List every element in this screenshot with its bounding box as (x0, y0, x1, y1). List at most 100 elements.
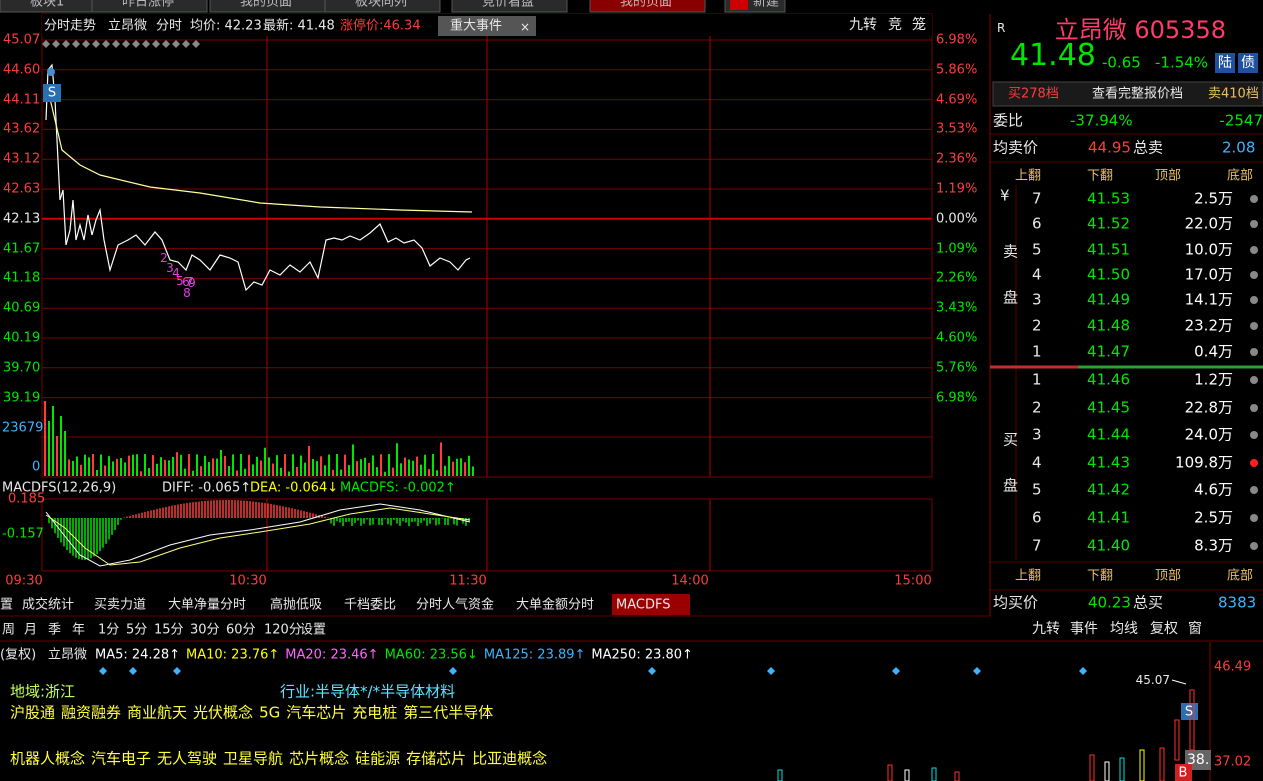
period-button[interactable]: 设置 (300, 622, 327, 638)
chart-button[interactable]: 九转 (849, 17, 877, 33)
event-diamond (767, 667, 775, 675)
level-volume: 24.0万 (1184, 425, 1233, 444)
period-button[interactable]: 60分 (226, 622, 256, 638)
event-diamond (192, 40, 200, 48)
level-dot (1250, 459, 1258, 467)
avg-sell: 44.95 (1088, 138, 1131, 157)
tab-label[interactable]: 昨日涨停 (122, 0, 175, 10)
indicator-tab[interactable]: MACDFS (616, 597, 671, 613)
time-label: 11:30 (449, 573, 487, 589)
chart-button[interactable]: 笼 (912, 17, 926, 33)
nav-button[interactable]: 下翻 (1086, 168, 1114, 184)
tab-label[interactable]: 竞价看盘 (482, 0, 535, 10)
dea-line (45, 507, 471, 566)
ma-label: MA60: 23.56↓ (384, 647, 478, 663)
avg-price: 均价: 42.23 (190, 18, 262, 34)
concept-tag: 比亚迪概念 (472, 749, 548, 768)
tab-label[interactable]: 板块同列 (355, 0, 408, 10)
period-button[interactable]: 120分 (264, 622, 302, 638)
nav-button[interactable]: 底部 (1226, 568, 1254, 584)
period-button[interactable]: 30分 (190, 622, 220, 638)
event-diamond (973, 667, 981, 675)
level-price: 41.53 (1087, 189, 1130, 208)
level-dot (1250, 542, 1258, 550)
tab (91, 0, 208, 13)
level-volume: 0.4万 (1194, 342, 1233, 361)
concept-tag: 光伏概念 (193, 703, 254, 722)
level-volume: 23.2万 (1184, 316, 1233, 335)
indicator-tab[interactable]: 成交统计 (22, 597, 75, 613)
tab-label[interactable]: 我的页面 (620, 0, 673, 10)
nav-button[interactable]: 上翻 (1014, 168, 1042, 184)
time-label: 15:00 (894, 573, 932, 589)
tool-button[interactable]: 复权 (1150, 621, 1178, 637)
indicator-tab[interactable]: 大单净量分时 (168, 597, 247, 613)
event-diamond (92, 40, 100, 48)
level-price: 41.48 (1087, 316, 1130, 335)
indicator-tab[interactable]: 大单金额分时 (516, 597, 595, 613)
nav-button[interactable]: 上翻 (1014, 568, 1042, 584)
nav-button[interactable]: 顶部 (1154, 168, 1182, 184)
indicator-tab[interactable]: 置 (0, 597, 14, 613)
price-axis-label: 40.69 (3, 300, 41, 316)
nav-button[interactable]: 下翻 (1086, 568, 1114, 584)
full-quote[interactable]: 查看完整报价档 (1092, 86, 1184, 102)
sell-levels[interactable]: 卖410档 (1208, 86, 1259, 102)
indicator-tab[interactable]: 买卖力道 (94, 597, 147, 613)
side-label: 买 (1003, 430, 1019, 449)
tab (589, 0, 706, 13)
concept-tag: 硅能源 (355, 749, 401, 768)
period-button[interactable]: 年 (72, 622, 86, 638)
period-button[interactable]: 5分 (126, 622, 148, 638)
indicator-tab[interactable]: 分时人气资金 (416, 597, 495, 613)
macd-axis-label: -0.157 (2, 526, 44, 542)
level-dot (1250, 514, 1258, 522)
event-tab[interactable]: 重大事件 (450, 18, 503, 34)
price-axis-label: 44.11 (3, 92, 41, 108)
event-diamond (102, 40, 110, 48)
tool-button[interactable]: 窗 (1188, 621, 1202, 637)
tab-label[interactable]: 新建 (753, 0, 780, 10)
time-label: 10:30 (229, 573, 267, 589)
tool-button[interactable]: 事件 (1070, 621, 1098, 637)
event-diamond (72, 40, 80, 48)
tool-button[interactable]: 九转 (1032, 621, 1060, 637)
td-mark: 9 (188, 276, 196, 290)
period-button[interactable]: 季 (48, 622, 62, 638)
candle (954, 771, 960, 781)
price-axis-label: 40.19 (3, 330, 41, 346)
level: 1 (1032, 370, 1042, 389)
volume-axis-label: 0 (32, 459, 41, 475)
level-dot (1250, 376, 1258, 384)
level-volume: 2.5万 (1194, 189, 1233, 208)
price-axis-label: 39.19 (3, 390, 41, 406)
td-mark: 8 (183, 286, 191, 300)
level-price: 41.51 (1087, 240, 1130, 259)
event-diamond (648, 667, 656, 675)
event-diamond (52, 40, 60, 48)
macd-value: MACDFS: -0.002↑ (340, 480, 456, 496)
nav-button[interactable]: 顶部 (1154, 568, 1182, 584)
tab-label[interactable]: 板块1 (30, 0, 65, 10)
nav-button[interactable]: 底部 (1226, 168, 1254, 184)
candle (1159, 747, 1165, 781)
buy-levels[interactable]: 买278档 (1008, 86, 1059, 102)
period-button[interactable]: 月 (24, 622, 38, 638)
tab-label[interactable]: 我的页面 (240, 0, 293, 10)
concept-tag: 存储芯片 (406, 749, 467, 768)
industry: 行业:半导体*/*半导体材料 (280, 682, 456, 701)
price-axis-label: 44.60 (3, 62, 41, 78)
tool-button[interactable]: 均线 (1110, 621, 1138, 637)
indicator-tab[interactable]: 千档委比 (344, 597, 397, 613)
level-dot (1250, 486, 1258, 494)
pct-axis-label: 2.36% (936, 151, 978, 167)
ma-label: MA10: 23.76↑ (186, 647, 280, 663)
close-button[interactable]: × (520, 20, 531, 34)
period-button[interactable]: 1分 (98, 622, 120, 638)
period-button[interactable]: 周 (2, 622, 16, 638)
level-volume: 17.0万 (1184, 265, 1233, 284)
pct-axis-label: 4.69% (936, 92, 978, 108)
indicator-tab[interactable]: 高抛低吸 (270, 597, 323, 613)
period-button[interactable]: 15分 (154, 622, 184, 638)
chart-button[interactable]: 竞 (888, 17, 902, 33)
